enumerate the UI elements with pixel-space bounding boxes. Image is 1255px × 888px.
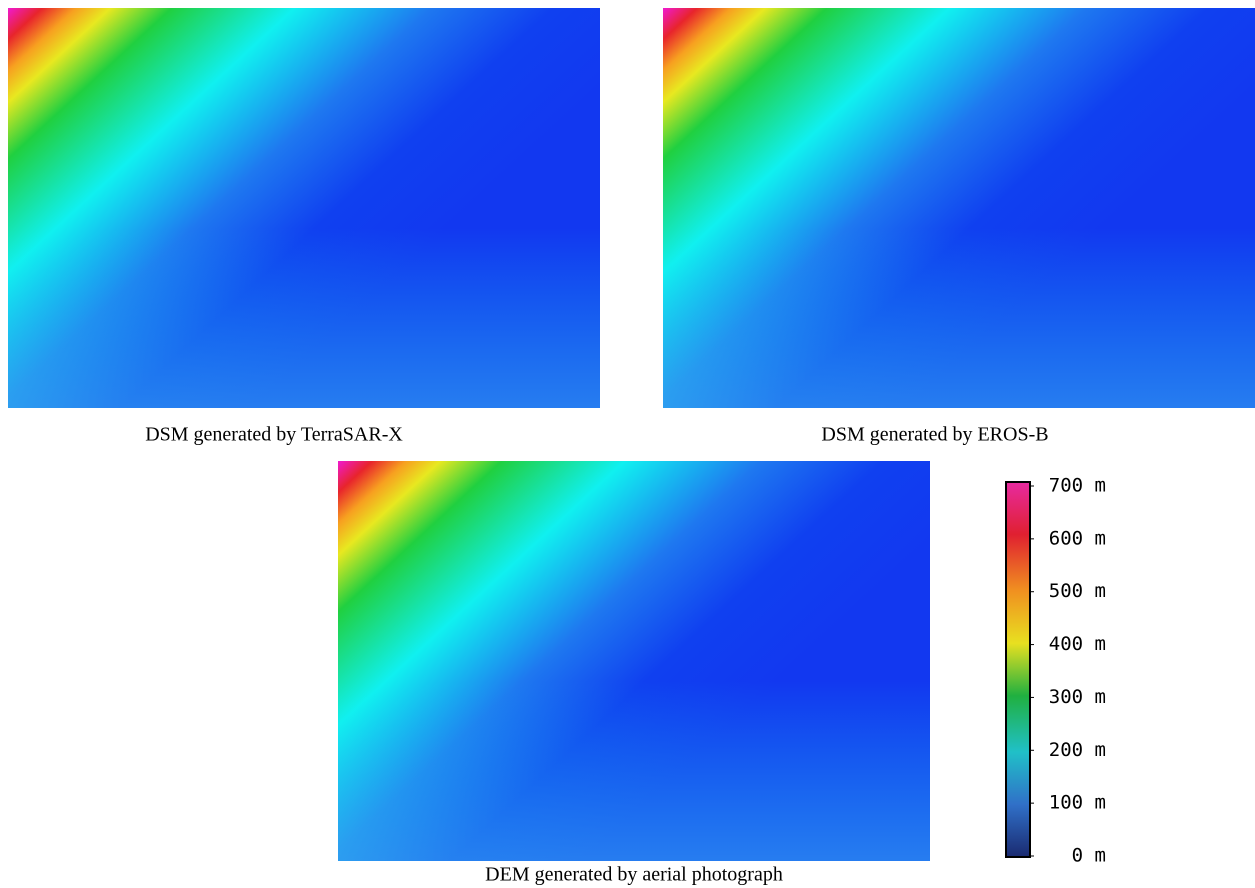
map-panel: DSM generated by TerraSAR-X: [8, 8, 600, 446]
colorbar-label: 600 m: [1049, 527, 1106, 549]
caption: DEM generated by aerial photograph: [485, 864, 783, 886]
caption: DSM generated by TerraSAR-X: [145, 424, 403, 446]
colorbar: 0 m 100 m 200 m 300 m 400 m 500 m 600 m 700 m: [1005, 475, 1106, 867]
map-shade: [8, 8, 600, 408]
colorbar-ramp: [1005, 481, 1031, 858]
colorbar-label: 400 m: [1049, 633, 1106, 655]
colorbar-label: 100 m: [1049, 792, 1106, 814]
colorbar-label: 0 m: [1072, 845, 1106, 867]
colorbar-label: 500 m: [1049, 580, 1106, 602]
colorbar-label: 300 m: [1049, 686, 1106, 708]
colorbar-label: 700 m: [1049, 475, 1106, 497]
map-shade: [663, 8, 1255, 408]
colorbar-label: 200 m: [1049, 739, 1106, 761]
map-panel: DEM generated by aerial photograph: [338, 461, 930, 886]
caption: DSM generated by EROS-B: [821, 424, 1048, 446]
map-panel: DSM generated by EROS-B: [663, 8, 1255, 446]
map-shade: [338, 461, 930, 861]
